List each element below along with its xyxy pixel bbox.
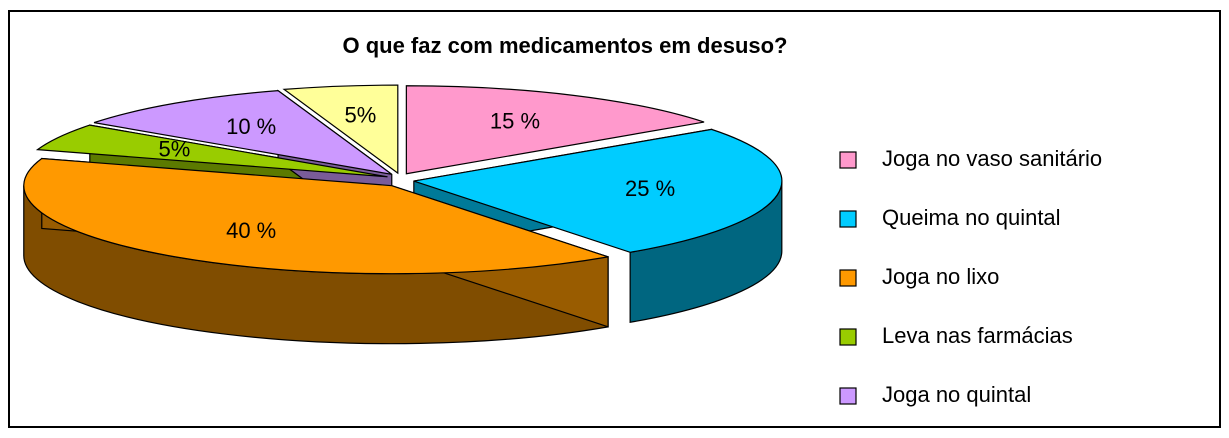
data-label: 5% bbox=[344, 102, 376, 127]
legend-label: Leva nas farmácias bbox=[882, 323, 1073, 348]
legend-label: Joga no lixo bbox=[882, 264, 999, 289]
legend-label: Queima no quintal bbox=[882, 205, 1061, 230]
legend-label: Joga no vaso sanitário bbox=[882, 146, 1102, 171]
legend-swatch bbox=[839, 269, 857, 287]
legend-label: Joga no quintal bbox=[882, 382, 1031, 407]
pie-slice bbox=[405, 85, 705, 175]
pie-slice bbox=[282, 84, 399, 175]
legend-swatch bbox=[839, 210, 857, 228]
data-label: 40 % bbox=[226, 218, 276, 243]
data-label: 15 % bbox=[490, 109, 540, 134]
pie-slice bbox=[93, 90, 393, 175]
legend-swatch bbox=[839, 387, 857, 405]
legend-swatch bbox=[839, 151, 857, 169]
pie-slice bbox=[413, 128, 783, 253]
pie-slice bbox=[35, 124, 388, 178]
chart-title: O que faz com medicamentos em desuso? bbox=[342, 33, 787, 58]
data-label: 25 % bbox=[625, 176, 675, 201]
data-label: 10 % bbox=[226, 114, 276, 139]
data-label: 5% bbox=[158, 137, 190, 162]
legend-swatch bbox=[839, 328, 857, 346]
pie-slice bbox=[23, 157, 609, 275]
